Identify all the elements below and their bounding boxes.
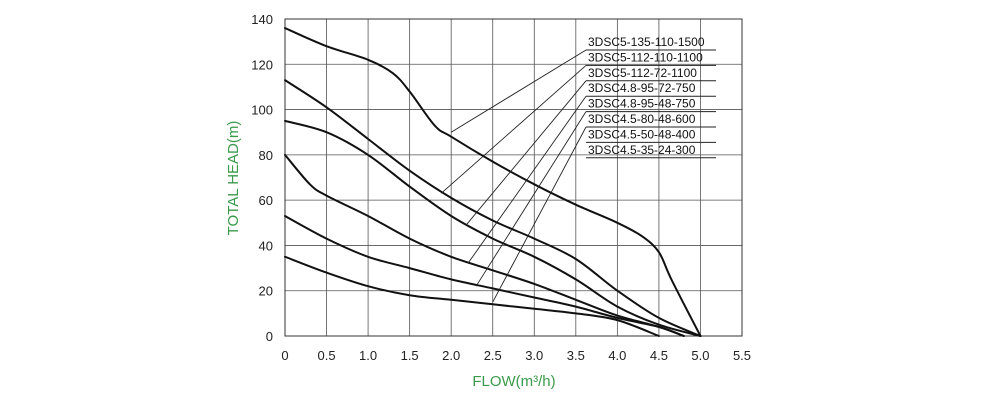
x-tick-label: 2.5	[484, 348, 502, 363]
x-tick-label: 2.0	[442, 348, 460, 363]
y-tick-label: 100	[251, 103, 273, 118]
legend-leader-lines	[440, 49, 587, 303]
legend-entry-8: 3DSC4.5-35-24-300	[588, 143, 696, 157]
y-tick-label: 80	[259, 148, 273, 163]
x-axis-title: FLOW(m³/h)	[472, 373, 555, 390]
leader-line-4	[467, 95, 587, 264]
y-tick-label: 20	[259, 284, 273, 299]
x-tick-label: 3.5	[567, 348, 585, 363]
performance-curves	[284, 27, 702, 337]
x-tick-labels: 0 0.5 1.0 1.5 2.0 2.5 3.0 3.5 4.0 4.5 5.0 5.5	[281, 348, 751, 363]
x-tick-label: 0.5	[318, 348, 336, 363]
y-axis-title: TOTAL HEAD(m)	[225, 121, 242, 236]
legend-entry-5: 3DSC4.8-95-48-750	[588, 97, 696, 111]
x-tick-label: 5.0	[691, 348, 709, 363]
legend-entry-4: 3DSC4.8-95-72-750	[588, 81, 696, 95]
x-tick-label: 3.0	[525, 348, 543, 363]
y-tick-label: 120	[251, 57, 273, 72]
legend-entry-2: 3DSC5-112-110-1100	[588, 50, 703, 64]
leader-line-6	[492, 126, 587, 303]
series-line-5	[284, 214, 685, 337]
x-tick-label: 0	[281, 348, 288, 363]
x-tick-label: 1.5	[401, 348, 419, 363]
x-tick-label: 1.0	[359, 348, 377, 363]
x-tick-label: 4.5	[650, 348, 668, 363]
y-tick-labels: 0 20 40 60 80 100 120 140	[251, 12, 273, 344]
y-tick-label: 40	[259, 238, 273, 253]
plot-frame	[284, 18, 743, 337]
x-tick-label: 5.5	[733, 348, 751, 363]
series-line-4	[284, 153, 685, 337]
legend-entry-7: 3DSC4.5-50-48-400	[588, 127, 696, 141]
y-tick-label: 140	[251, 12, 273, 27]
leader-line-5	[475, 111, 587, 287]
legend-entry-1: 3DSC5-135-110-1500	[588, 35, 705, 49]
leader-line-1	[450, 49, 587, 133]
legend-entry-3: 3DSC5-112-72-1100	[588, 66, 697, 80]
leader-line-3	[465, 80, 587, 226]
series-line-3	[284, 119, 702, 337]
y-tick-label: 0	[266, 329, 273, 344]
series-line-1	[284, 27, 702, 337]
legend-entry-6: 3DSC4.5-80-48-600	[588, 112, 696, 126]
y-tick-label: 60	[259, 193, 273, 208]
x-tick-label: 4.0	[608, 348, 626, 363]
series-line-2	[284, 79, 702, 337]
series-line-6	[284, 255, 660, 337]
leader-line-2	[440, 65, 587, 194]
